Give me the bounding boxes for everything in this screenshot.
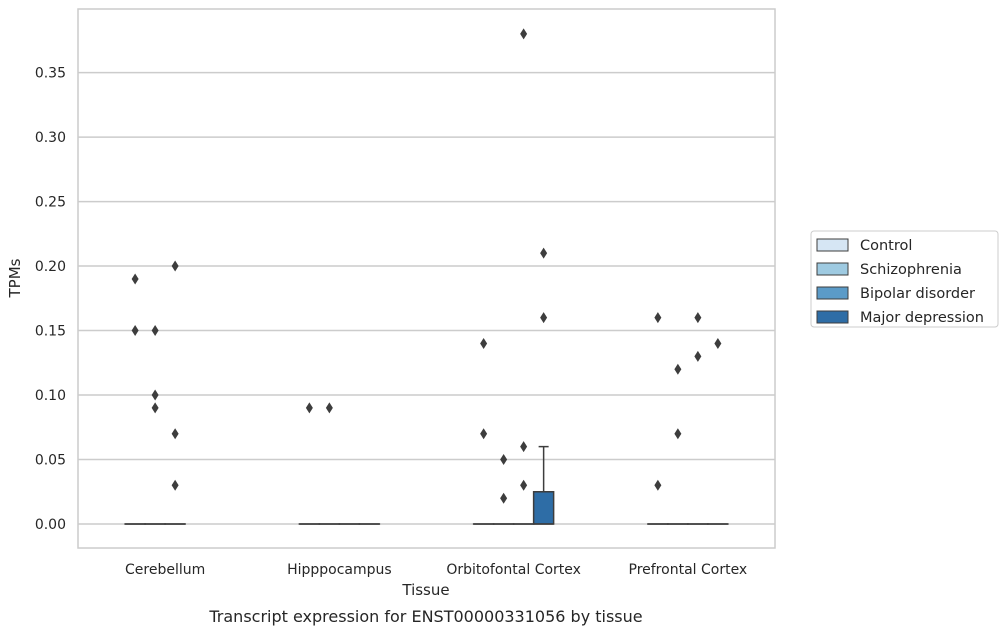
outlier-point: [714, 337, 722, 349]
outlier-point: [171, 260, 179, 272]
outlier-point: [694, 312, 702, 324]
legend: Control Schizophrenia Bipolar disorder Majo…: [810, 230, 999, 328]
plot-frame: [77, 8, 776, 549]
box-group: [124, 445, 729, 525]
outlier-point: [131, 325, 139, 337]
x-tick-label: Prefrontal Cortex: [629, 562, 748, 578]
legend-swatch: [816, 262, 849, 276]
legend-swatch: [816, 238, 849, 252]
grid-lines: [78, 71, 775, 525]
legend-swatch: [816, 286, 849, 300]
outlier-point: [674, 363, 682, 375]
outlier-point: [520, 479, 528, 491]
y-tick-label: 0.25: [35, 195, 66, 211]
outlier-point: [500, 492, 508, 504]
outlier-point: [305, 402, 313, 414]
y-tick-label: 0.30: [35, 130, 66, 146]
outlier-point: [694, 350, 702, 362]
y-tick-label: 0.20: [35, 259, 66, 275]
y-tick-labels: 0.00 0.05 0.10 0.15 0.20 0.25 0.30 0.35: [35, 66, 66, 533]
outlier-point: [151, 389, 159, 401]
outlier-point: [151, 402, 159, 414]
chart-caption: Transcript expression for ENST0000033105…: [208, 607, 642, 626]
y-tick-label: 0.35: [35, 66, 66, 82]
outlier-point: [674, 428, 682, 440]
outlier-point: [520, 28, 528, 40]
outlier-point: [654, 479, 662, 491]
x-tick-label: Cerebellum: [125, 562, 205, 578]
legend-label: Bipolar disorder: [860, 286, 975, 302]
outlier-point: [540, 247, 548, 259]
legend-frame: [810, 230, 999, 328]
box: [532, 491, 555, 525]
outlier-group: [131, 28, 722, 504]
x-axis-label: Tissue: [401, 581, 449, 599]
outlier-point: [520, 441, 528, 453]
outlier-point: [171, 479, 179, 491]
x-tick-label: Orbitofontal Cortex: [446, 562, 581, 578]
plot-area: [78, 9, 775, 548]
legend-swatch: [816, 310, 849, 324]
legend-label: Major depression: [860, 310, 984, 326]
outlier-point: [131, 273, 139, 285]
outlier-point: [540, 312, 548, 324]
legend-label: Control: [860, 238, 912, 254]
outlier-point: [654, 312, 662, 324]
outlier-point: [480, 428, 488, 440]
x-tick-labels: Cerebellum Hipppocampus Orbitofontal Corte…: [125, 562, 747, 578]
outlier-point: [500, 454, 508, 466]
y-tick-label: 0.00: [35, 517, 66, 533]
y-axis-label: TPMs: [6, 258, 24, 298]
outlier-point: [151, 325, 159, 337]
y-tick-label: 0.05: [35, 453, 66, 469]
legend-label: Schizophrenia: [860, 262, 962, 278]
outlier-point: [325, 402, 333, 414]
outlier-point: [480, 337, 488, 349]
y-tick-label: 0.10: [35, 388, 66, 404]
y-tick-label: 0.15: [35, 324, 66, 340]
outlier-point: [171, 428, 179, 440]
x-tick-label: Hipppocampus: [287, 562, 392, 578]
